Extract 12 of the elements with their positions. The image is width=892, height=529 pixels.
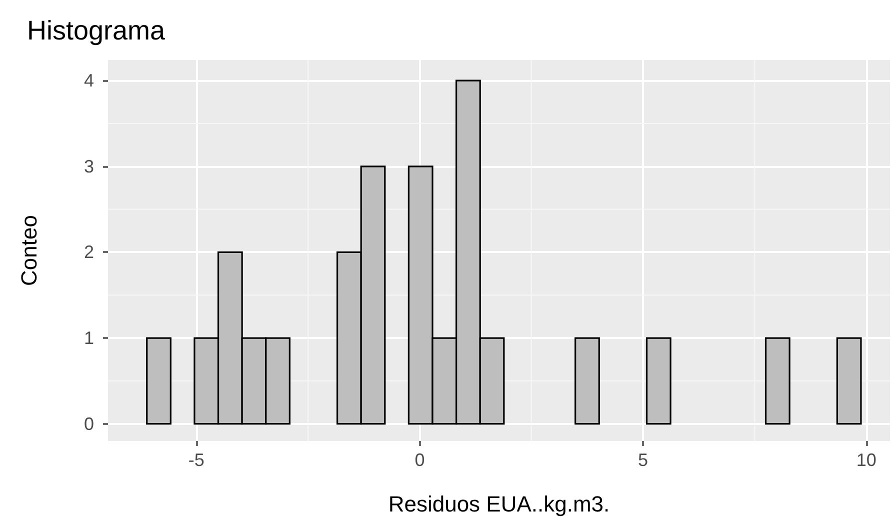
x-tick-label: 5 xyxy=(638,450,648,470)
y-axis-title: Conteo xyxy=(16,215,42,286)
y-tick-label: 3 xyxy=(84,156,94,176)
x-axis-title: Residuos EUA..kg.m3. xyxy=(388,492,610,516)
y-tick-label: 1 xyxy=(84,328,94,348)
x-tick-label: 10 xyxy=(856,450,876,470)
x-tick-label: -5 xyxy=(188,450,204,470)
chart-title: Histograma xyxy=(27,16,166,46)
y-tick-label: 2 xyxy=(84,242,94,262)
x-tick-label: 0 xyxy=(414,450,425,470)
y-tick-label: 0 xyxy=(84,414,94,434)
y-tick-label: 4 xyxy=(84,70,94,91)
